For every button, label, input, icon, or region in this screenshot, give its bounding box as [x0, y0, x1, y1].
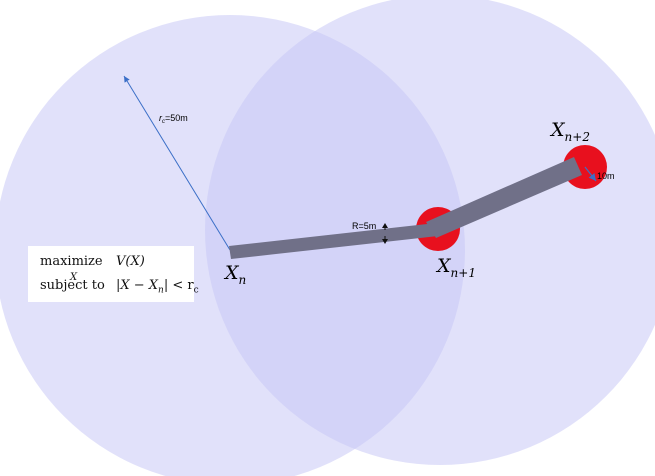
label-xn2: Xn+2	[549, 119, 590, 144]
maximize-variable: X	[70, 272, 78, 283]
target-size-arrow	[584, 166, 597, 182]
radius-arrow	[123, 75, 231, 251]
label-xn: Xn	[223, 262, 246, 287]
constraint-expression: |X − Xn| < rc	[116, 278, 199, 296]
constraint-row: subject to |X − Xn| < rc	[40, 278, 199, 296]
label-xn1: Xn+1	[435, 255, 476, 280]
radius-label: rc=50m	[159, 113, 188, 125]
path-segment-2	[426, 157, 582, 238]
maximize-label: maximize	[40, 254, 103, 269]
target-size-label: 10m	[597, 171, 615, 181]
robot-radius-label: R=5m	[352, 221, 376, 231]
objective-function: V(X)	[116, 254, 145, 269]
maximize-row: maximize X V(X)	[40, 254, 145, 283]
subject-to-label: subject to	[40, 278, 105, 293]
optimization-box: maximize X V(X) subject to |X − Xn| < rc	[28, 246, 199, 302]
path-segment-1	[229, 223, 438, 259]
